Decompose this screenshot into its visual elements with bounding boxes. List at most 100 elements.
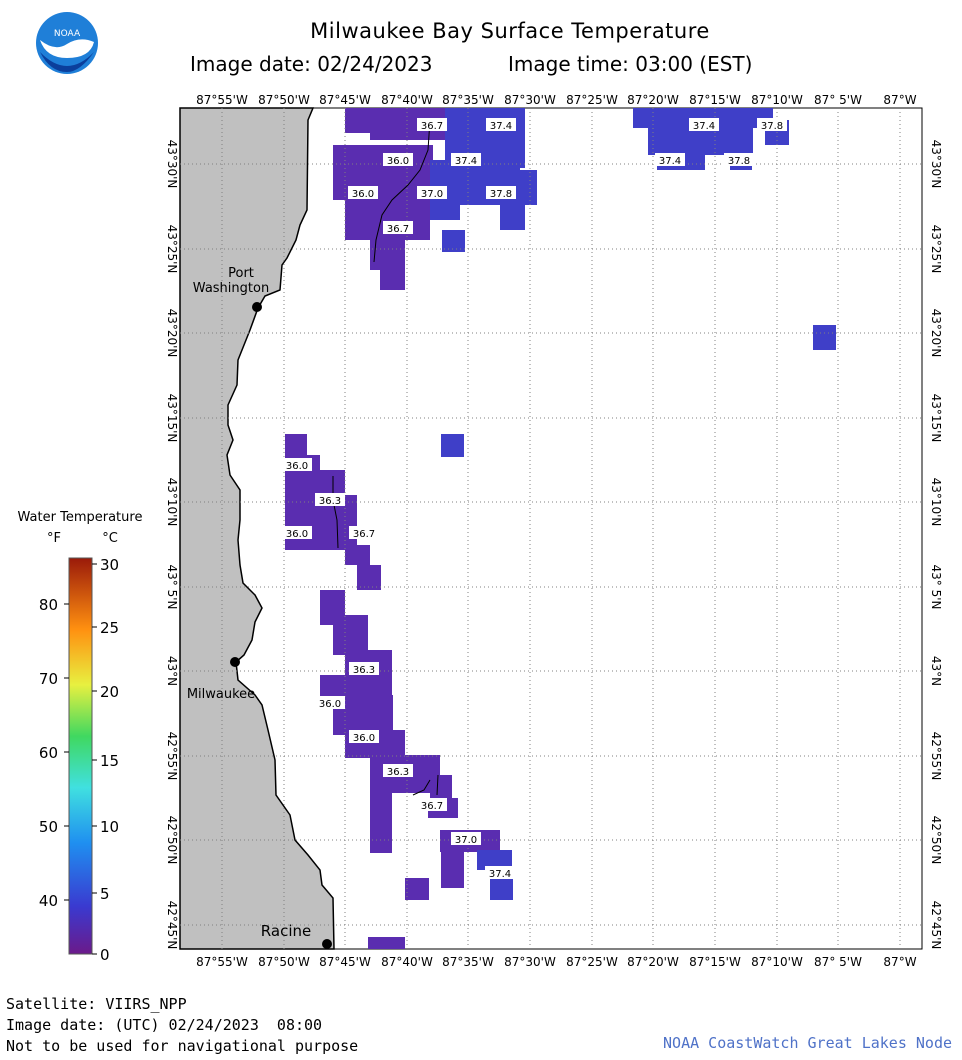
svg-text:37.4: 37.4 <box>455 156 477 167</box>
svg-text:36.0: 36.0 <box>353 733 375 744</box>
longitude-label: 87°20'W <box>627 955 679 969</box>
legend-f-tick: 50 <box>39 818 58 836</box>
latitude-label: 43°25'N <box>165 225 179 274</box>
satellite-info: Satellite: VIIRS_NPP <box>6 995 187 1013</box>
temperature-label: 36.0 <box>348 186 378 200</box>
temperature-cells <box>285 108 836 949</box>
temperature-label: 36.3 <box>383 764 413 778</box>
temperature-label: 36.3 <box>349 662 379 676</box>
latitude-label: 42°50'N <box>165 816 179 865</box>
temperature-label: 37.4 <box>655 153 685 167</box>
latitude-labels-left: 43°30'N 43°25'N 43°20'N 43°15'N 43°10'N 43° 5… <box>165 140 179 950</box>
temperature-label: 37.0 <box>451 832 481 846</box>
latitude-label: 42°55'N <box>165 732 179 781</box>
svg-text:37.4: 37.4 <box>659 156 681 167</box>
latitude-label: 42°45'N <box>929 901 943 950</box>
disclaimer: Not to be used for navigational purpose <box>6 1037 359 1055</box>
svg-text:36.3: 36.3 <box>353 665 375 676</box>
temperature-label: 37.0 <box>417 186 447 200</box>
water-cell <box>405 878 429 900</box>
water-cell <box>370 790 392 853</box>
latitude-label: 42°50'N <box>929 816 943 865</box>
latitude-label: 43°20'N <box>929 309 943 358</box>
legend-c-tick: 25 <box>100 619 119 637</box>
svg-text:37.4: 37.4 <box>489 869 511 880</box>
longitude-label: 87°20'W <box>627 93 679 107</box>
latitude-label: 43°N <box>929 656 943 686</box>
water-cell <box>345 545 370 565</box>
latitude-labels-right: 43°30'N 43°25'N 43°20'N 43°15'N 43°10'N 43° 5… <box>929 140 943 950</box>
legend-c-tick: 5 <box>100 885 110 903</box>
temperature-label: 36.0 <box>383 153 413 167</box>
longitude-label: 87°15'W <box>689 93 741 107</box>
land-area <box>179 107 335 950</box>
image-date: Image date: 02/24/2023 <box>190 52 433 76</box>
milwaukee-label: Milwaukee <box>187 687 255 702</box>
port-washington-label-2: Washington <box>193 281 269 296</box>
svg-text:37.4: 37.4 <box>693 121 715 132</box>
longitude-label: 87° 5'W <box>814 955 862 969</box>
temperature-label: 36.0 <box>282 526 312 540</box>
legend-c-tick: 0 <box>100 946 110 964</box>
temperature-label: 37.4 <box>486 118 516 132</box>
water-cell <box>477 850 512 870</box>
longitude-label: 87°10'W <box>751 93 803 107</box>
svg-text:36.7: 36.7 <box>387 224 409 235</box>
image-time: Image time: 03:00 (EST) <box>508 52 753 76</box>
longitude-label: 87°40'W <box>381 955 433 969</box>
latitude-label: 43° 5'N <box>929 565 943 610</box>
svg-text:36.7: 36.7 <box>353 529 375 540</box>
credit-line: NOAA CoastWatch Great Lakes Node <box>663 1034 952 1052</box>
water-cell <box>813 325 836 350</box>
legend-c-tick: 10 <box>100 818 119 836</box>
latitude-label: 43°30'N <box>929 140 943 189</box>
longitude-label: 87°35'W <box>442 955 494 969</box>
isotherm-lines <box>332 119 439 796</box>
legend-color-bar <box>68 557 93 955</box>
legend-unit-f: °F <box>47 531 61 546</box>
longitude-label: 87° 5'W <box>814 93 862 107</box>
longitude-label: 87°50'W <box>258 955 310 969</box>
longitude-label: 87°35'W <box>442 93 494 107</box>
temperature-label: 36.7 <box>349 526 379 540</box>
temperature-label: 36.0 <box>282 458 312 472</box>
water-cell <box>500 200 525 230</box>
legend-f-tick: 70 <box>39 670 58 688</box>
longitude-label: 87°10'W <box>751 955 803 969</box>
svg-text:36.7: 36.7 <box>421 121 443 132</box>
latitude-label: 43°30'N <box>165 140 179 189</box>
longitude-label: 87°25'W <box>566 93 618 107</box>
longitude-label: 87°55'W <box>196 955 248 969</box>
longitude-label: 87°30'W <box>504 93 556 107</box>
latitude-label: 43°15'N <box>165 394 179 443</box>
latitude-label: 43°N <box>165 656 179 686</box>
temperature-legend: Water Temperature °F °C 8070605040302520… <box>18 510 143 964</box>
latitude-label: 42°45'N <box>165 901 179 950</box>
svg-text:37.0: 37.0 <box>455 835 477 846</box>
water-cell <box>520 170 537 205</box>
water-cell <box>368 937 405 949</box>
milwaukee-marker <box>230 657 240 667</box>
longitude-labels-top: 87°55'W 87°50'W 87°45'W 87°40'W 87°35'W 87°30… <box>196 93 917 107</box>
svg-text:36.0: 36.0 <box>286 529 308 540</box>
temperature-label: 37.8 <box>486 186 516 200</box>
map-title: Milwaukee Bay Surface Temperature <box>310 19 710 43</box>
svg-text:36.0: 36.0 <box>352 189 374 200</box>
water-cell <box>430 200 460 220</box>
longitude-label: 87°50'W <box>258 93 310 107</box>
temperature-label: 36.7 <box>417 798 447 812</box>
temperature-label: 37.4 <box>451 153 481 167</box>
latitude-label: 43°10'N <box>929 478 943 527</box>
longitude-label: 87°40'W <box>381 93 433 107</box>
water-cell <box>442 230 465 252</box>
temperature-label: 36.0 <box>315 696 345 710</box>
city-markers: Port Washington Milwaukee Racine <box>187 266 332 949</box>
svg-text:37.8: 37.8 <box>728 156 750 167</box>
svg-text:36.0: 36.0 <box>286 461 308 472</box>
latitude-label: 43°15'N <box>929 394 943 443</box>
svg-text:36.0: 36.0 <box>387 156 409 167</box>
temperature-label: 36.7 <box>383 221 413 235</box>
longitude-label: 87°25'W <box>566 955 618 969</box>
map-grid <box>180 108 922 949</box>
